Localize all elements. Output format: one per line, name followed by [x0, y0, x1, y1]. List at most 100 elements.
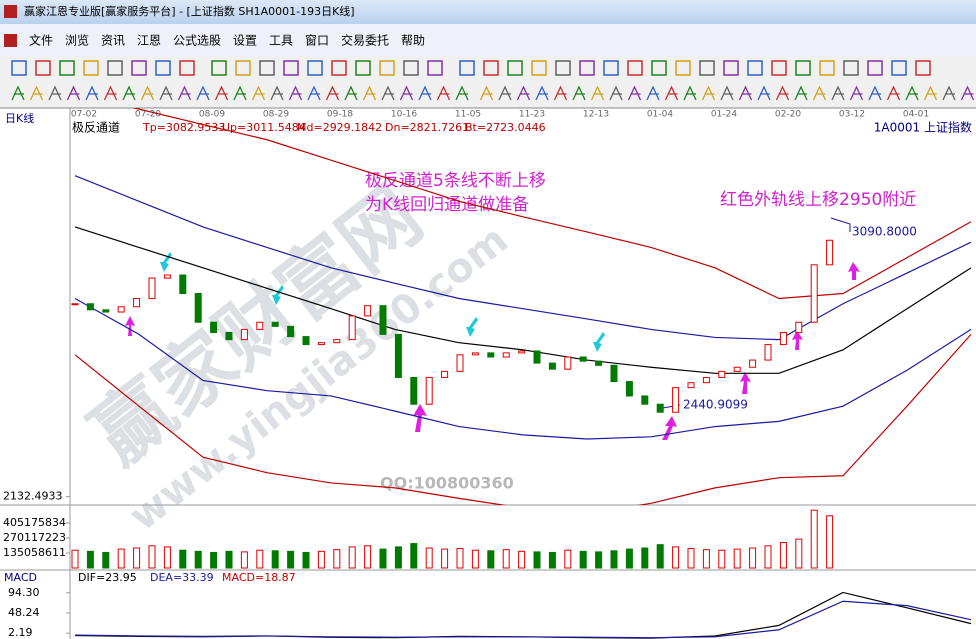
tool-button[interactable] — [214, 85, 229, 101]
tool-button[interactable] — [436, 85, 451, 101]
tool-button[interactable] — [427, 60, 443, 76]
tool-button[interactable] — [849, 85, 864, 101]
tool-button[interactable] — [59, 60, 75, 76]
tool-button[interactable] — [235, 60, 251, 76]
tool-button[interactable] — [211, 60, 227, 76]
tool-button[interactable] — [270, 85, 284, 101]
tool-button[interactable] — [107, 60, 123, 76]
tool-button[interactable] — [355, 60, 371, 76]
tool-button[interactable] — [498, 85, 512, 101]
tool-button[interactable] — [507, 60, 523, 76]
tool-button[interactable] — [83, 60, 99, 76]
tool-button[interactable] — [651, 60, 667, 76]
tool-button[interactable] — [177, 85, 192, 101]
tool-button[interactable] — [923, 85, 938, 101]
tool-button[interactable] — [159, 85, 173, 101]
tool-button[interactable] — [590, 85, 605, 101]
menu-item[interactable]: 交易委托 — [341, 33, 389, 48]
tool-button[interactable] — [11, 60, 27, 76]
tool-button[interactable] — [331, 60, 347, 76]
tool-button[interactable] — [960, 85, 975, 101]
menu-item[interactable]: 江恩 — [137, 34, 161, 48]
tool-button[interactable] — [579, 60, 595, 76]
tool-button[interactable] — [535, 85, 549, 101]
tool-button[interactable] — [381, 85, 395, 101]
tool-button[interactable] — [259, 60, 275, 76]
tool-button[interactable] — [418, 85, 432, 101]
tool-button[interactable] — [516, 85, 531, 101]
menu-item[interactable]: 文件 — [29, 33, 53, 48]
tool-button[interactable] — [664, 85, 679, 101]
tool-button[interactable] — [344, 85, 358, 101]
tool-button[interactable] — [771, 60, 787, 76]
tool-button[interactable] — [140, 85, 155, 101]
tool-button[interactable] — [603, 60, 619, 76]
menu-item[interactable]: 帮助 — [401, 34, 425, 48]
tool-button[interactable] — [85, 85, 99, 101]
tool-button[interactable] — [11, 85, 25, 101]
tool-button[interactable] — [747, 60, 763, 76]
tool-button[interactable] — [738, 85, 753, 101]
tool-button[interactable] — [701, 85, 716, 101]
tool-button[interactable] — [757, 85, 771, 101]
menu-item[interactable]: 窗口 — [305, 34, 329, 48]
tool-button[interactable] — [905, 85, 919, 101]
tool-button[interactable] — [66, 85, 81, 101]
tool-button[interactable] — [48, 85, 62, 101]
tool-button[interactable] — [795, 60, 811, 76]
tool-button[interactable] — [553, 85, 568, 101]
menu-item[interactable]: 资讯 — [101, 34, 125, 48]
tool-button[interactable] — [915, 60, 931, 76]
tool-button[interactable] — [131, 60, 147, 76]
tool-button[interactable] — [251, 85, 266, 101]
menu-item[interactable]: 浏览 — [65, 33, 89, 48]
menu-item[interactable]: 工具 — [269, 34, 293, 48]
tool-button[interactable] — [868, 85, 882, 101]
tool-button[interactable] — [891, 60, 907, 76]
tool-button[interactable] — [794, 85, 808, 101]
tool-button[interactable] — [775, 85, 790, 101]
tool-button[interactable] — [479, 85, 494, 101]
tool-button[interactable] — [122, 85, 136, 101]
tool-button[interactable] — [720, 85, 734, 101]
tool-button[interactable] — [403, 60, 419, 76]
tool-button[interactable] — [531, 60, 547, 76]
tool-button[interactable] — [196, 85, 210, 101]
tool-button[interactable] — [233, 85, 247, 101]
tool-button[interactable] — [723, 60, 739, 76]
tool-button[interactable] — [831, 85, 845, 101]
tool-button[interactable] — [399, 85, 414, 101]
tool-button[interactable] — [646, 85, 660, 101]
menu-item[interactable]: 公式选股 — [173, 34, 221, 48]
tool-button[interactable] — [307, 60, 323, 76]
tool-button[interactable] — [103, 85, 118, 101]
tool-button[interactable] — [362, 85, 377, 101]
tool-button[interactable] — [886, 85, 901, 101]
tool-button[interactable] — [609, 85, 623, 101]
tool-button[interactable] — [843, 60, 859, 76]
tool-button[interactable] — [627, 85, 642, 101]
tool-button[interactable] — [325, 85, 340, 101]
tool-button[interactable] — [35, 60, 51, 76]
tool-button[interactable] — [699, 60, 715, 76]
tool-button[interactable] — [942, 85, 956, 101]
tool-button[interactable] — [155, 60, 171, 76]
menu-item[interactable]: 设置 — [233, 34, 257, 48]
tool-button[interactable] — [572, 85, 586, 101]
tool-button[interactable] — [819, 60, 835, 76]
tool-button[interactable] — [683, 85, 697, 101]
tool-button[interactable] — [812, 85, 827, 101]
tool-button[interactable] — [867, 60, 883, 76]
tool-button[interactable] — [455, 85, 469, 101]
tool-button[interactable] — [379, 60, 395, 76]
tool-button[interactable] — [29, 85, 44, 101]
tool-button[interactable] — [555, 60, 571, 76]
tool-button[interactable] — [307, 85, 321, 101]
tool-button[interactable] — [627, 60, 643, 76]
tool-button[interactable] — [483, 60, 499, 76]
tool-button[interactable] — [459, 60, 475, 76]
tool-button[interactable] — [179, 60, 195, 76]
tool-button[interactable] — [283, 60, 299, 76]
tool-button[interactable] — [288, 85, 303, 101]
tool-button[interactable] — [675, 60, 691, 76]
